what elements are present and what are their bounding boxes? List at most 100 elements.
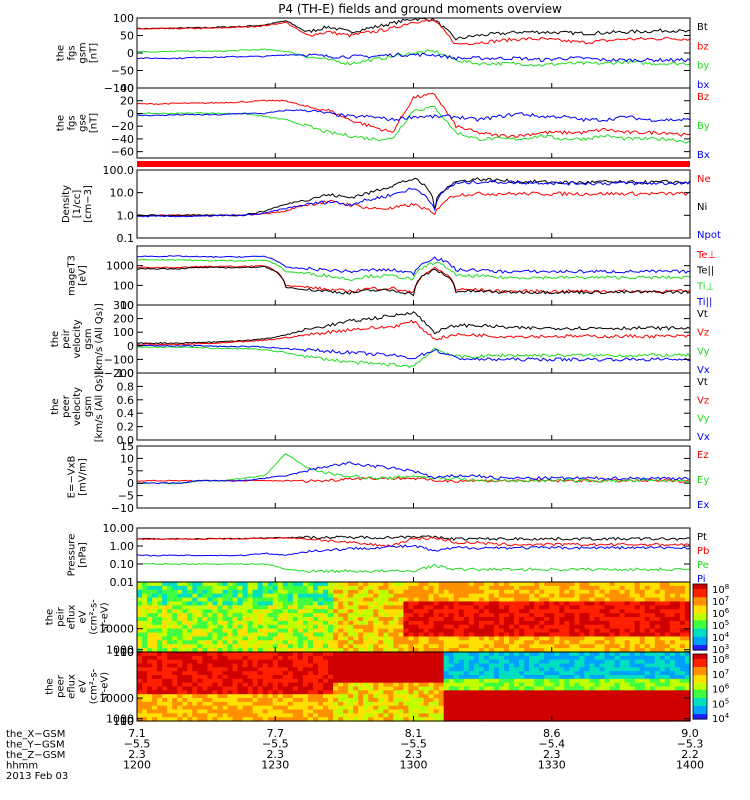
spectrogram-cell [373, 593, 379, 599]
spectrogram-cell [468, 617, 475, 622]
spectrogram-cell [438, 620, 445, 626]
spectrogram-cell [559, 613, 565, 618]
spectrogram-cell [162, 628, 168, 634]
spectrogram-cell [152, 705, 158, 711]
spectrogram-cell [262, 675, 269, 680]
spectrogram-cell [488, 609, 495, 614]
spectrogram-cell [252, 632, 259, 638]
spectrogram-cell [453, 613, 460, 618]
spectrogram-cell [272, 624, 279, 630]
colorbar-swatch [693, 702, 707, 705]
spectrogram-cell [564, 682, 570, 688]
spectrogram-cell [217, 686, 224, 691]
spectrogram-cell [483, 655, 490, 661]
spectrogram-cell [363, 678, 369, 684]
spectrogram-cell [338, 601, 344, 606]
spectrogram-cell [463, 632, 470, 638]
spectrogram-cell [262, 605, 269, 610]
legend-label: bz [697, 41, 709, 52]
spectrogram-cell [222, 667, 229, 672]
spectrogram-cell [443, 671, 450, 676]
spectrogram-cell [503, 620, 510, 626]
spectrogram-cell [272, 694, 279, 699]
spectrogram-cell [669, 620, 676, 626]
spectrogram-cell [654, 663, 661, 668]
spectrogram-cell [529, 636, 535, 641]
spectrogram-cell [488, 686, 495, 691]
spectrogram-cell [624, 585, 631, 591]
spectrogram-cell [162, 605, 168, 610]
colorbar-swatch [693, 603, 707, 607]
spectrogram-cell [187, 682, 193, 688]
spectrogram-cell [378, 582, 384, 587]
spectrogram-cell [227, 613, 234, 618]
spectrogram-cell [674, 694, 681, 699]
spectrogram-cell [614, 593, 621, 599]
spectrogram-cell [368, 667, 374, 672]
spectrogram-cell [353, 671, 359, 676]
spectrogram-cell [237, 640, 244, 645]
spectrogram-cell [162, 709, 168, 714]
spectrogram-cell [519, 667, 525, 672]
spectrogram-cell [363, 686, 369, 691]
spectrogram-cell [594, 613, 601, 618]
spectrogram-cell [187, 617, 193, 622]
spectrogram-cell [644, 632, 651, 638]
spectrogram-cell [292, 644, 299, 649]
spectrogram-cell [564, 644, 570, 649]
spectrogram-cell [438, 640, 445, 645]
colorbar-swatch [693, 681, 707, 684]
spectrogram-cell [398, 617, 405, 622]
spectrogram-cell [197, 582, 203, 587]
spectrogram-cell [684, 582, 691, 587]
spectrogram-cell [468, 605, 475, 610]
spectrogram-cell [524, 659, 530, 665]
spectrogram-cell [509, 682, 515, 688]
spectrogram-cell [393, 698, 400, 703]
spectrogram-cell [579, 624, 586, 630]
spectrogram-cell [509, 593, 515, 599]
spectrogram-cell [473, 589, 480, 595]
legend-label: Vx [697, 365, 710, 376]
spectrogram-cell [604, 605, 611, 610]
spectrogram-cell [609, 624, 616, 630]
spectrogram-cell [509, 620, 515, 626]
spectrogram-cell [569, 628, 575, 634]
spectrogram-cell [649, 705, 656, 711]
spectrogram-cell [348, 655, 354, 661]
spectrogram-cell [217, 667, 224, 672]
spectrogram-cell [277, 659, 284, 665]
spectrogram-cell [222, 682, 229, 688]
spectrogram-cell [433, 690, 440, 695]
spectrogram-cell [373, 613, 379, 618]
spectrogram-cell [287, 617, 294, 622]
spectrogram-cell [473, 667, 480, 672]
spectrogram-cell [343, 686, 349, 691]
spectrogram-cell [639, 648, 646, 653]
spectrogram-cell [378, 655, 384, 661]
spectrogram-cell [428, 717, 435, 722]
spectrogram-cell [383, 671, 389, 676]
spectrogram-cell [333, 694, 339, 699]
spectrogram-cell [584, 686, 591, 691]
spectrogram-cell [554, 585, 560, 591]
spectrogram-cell [483, 609, 490, 614]
spectrogram-cell [282, 589, 289, 595]
spectrogram-cell [463, 609, 470, 614]
spectrogram-cell [147, 698, 153, 703]
spectrogram-cell [428, 675, 435, 680]
spectrogram-cell [267, 678, 274, 684]
spectrogram-cell [217, 589, 224, 595]
spectrogram-cell [297, 659, 304, 665]
spectrogram-cell [297, 667, 304, 672]
spectrogram-cell [373, 652, 379, 657]
spectrogram-cell [639, 644, 646, 649]
spectrogram-cell [529, 667, 535, 672]
spectrogram-cell [358, 617, 364, 622]
spectrogram-cell [227, 709, 234, 714]
spectrogram-cell [423, 675, 430, 680]
spectrogram-cell [498, 659, 505, 665]
panels: Btbzbybx100500−50−100thefgsgsm[nT]BzByBx… [45, 12, 730, 728]
spectrogram-cell [272, 613, 279, 618]
spectrogram-cell [187, 709, 193, 714]
